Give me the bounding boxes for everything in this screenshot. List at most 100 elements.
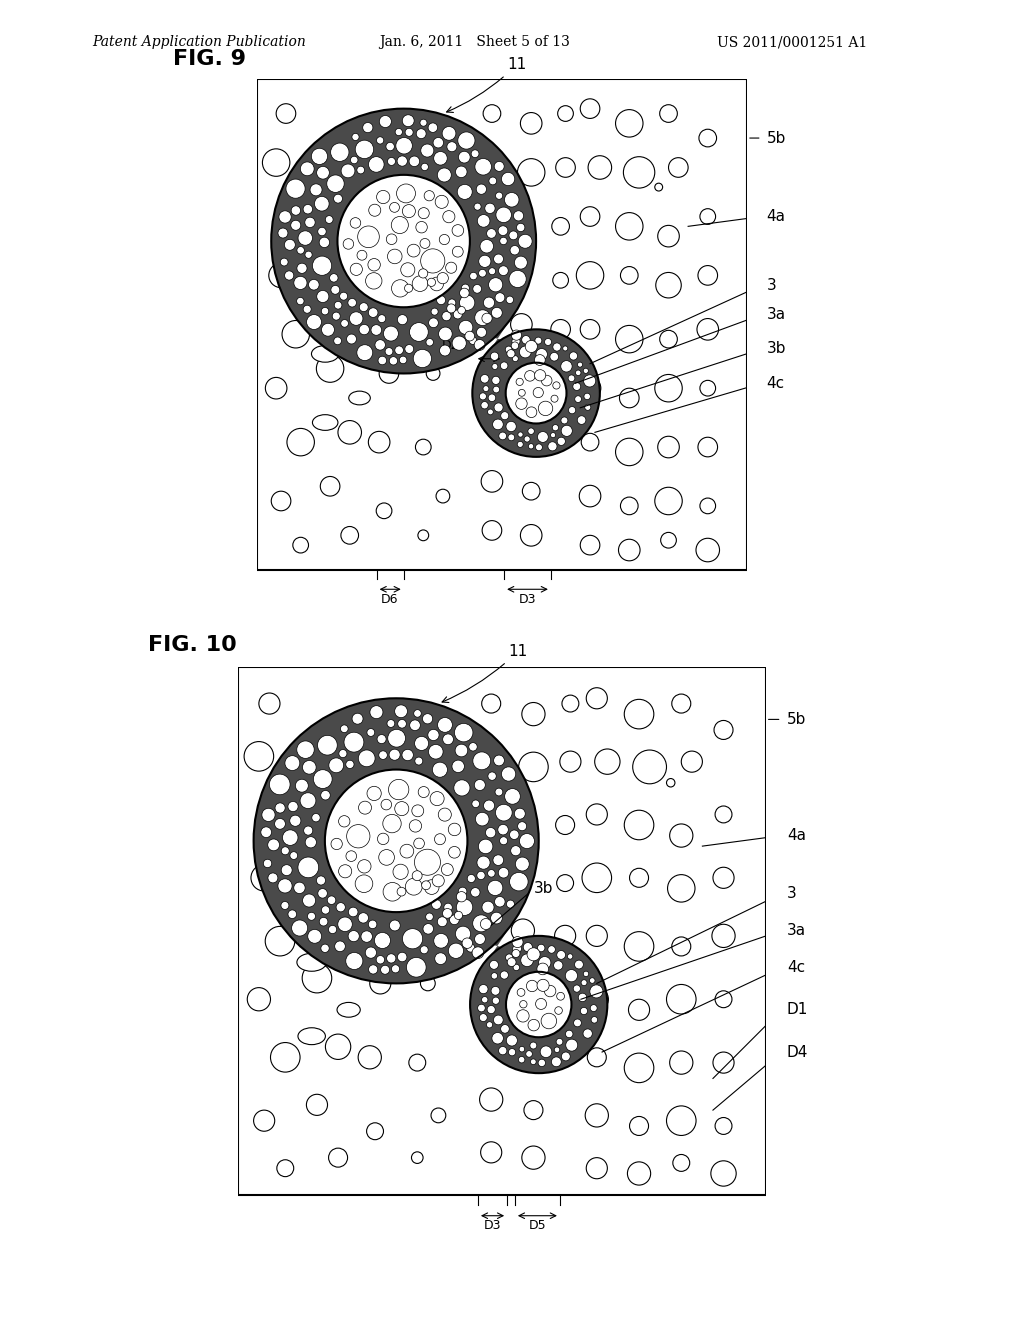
Circle shape <box>529 1041 537 1049</box>
Circle shape <box>511 314 532 335</box>
Circle shape <box>582 863 611 892</box>
Circle shape <box>475 158 492 176</box>
Circle shape <box>499 1047 507 1055</box>
Circle shape <box>283 830 298 845</box>
Circle shape <box>505 193 519 207</box>
Circle shape <box>362 123 373 133</box>
Circle shape <box>583 1028 592 1039</box>
Circle shape <box>429 318 438 327</box>
Circle shape <box>484 203 496 214</box>
Circle shape <box>431 308 438 315</box>
Circle shape <box>551 395 558 403</box>
Circle shape <box>493 418 503 430</box>
Circle shape <box>557 437 565 445</box>
Circle shape <box>388 779 409 800</box>
Circle shape <box>556 157 575 177</box>
Circle shape <box>495 161 504 172</box>
Circle shape <box>573 985 581 993</box>
Circle shape <box>387 719 395 727</box>
Circle shape <box>341 164 355 178</box>
Circle shape <box>535 337 542 345</box>
Circle shape <box>556 969 564 977</box>
Circle shape <box>498 825 508 836</box>
Circle shape <box>518 432 523 437</box>
Circle shape <box>442 127 456 140</box>
Circle shape <box>316 290 329 302</box>
Circle shape <box>427 279 435 286</box>
Circle shape <box>541 1045 552 1057</box>
Circle shape <box>481 157 503 178</box>
Circle shape <box>358 801 372 814</box>
Circle shape <box>486 1022 493 1028</box>
Circle shape <box>615 213 643 240</box>
Circle shape <box>350 156 358 164</box>
Circle shape <box>565 1039 578 1051</box>
Circle shape <box>502 767 516 781</box>
Circle shape <box>561 360 572 372</box>
Circle shape <box>340 292 347 300</box>
Circle shape <box>528 1019 540 1031</box>
Circle shape <box>553 272 568 288</box>
Circle shape <box>552 218 569 235</box>
Text: FIG. 9: FIG. 9 <box>173 49 246 69</box>
Circle shape <box>397 719 407 729</box>
Circle shape <box>430 792 444 805</box>
Circle shape <box>334 194 342 203</box>
Circle shape <box>409 156 420 166</box>
Circle shape <box>446 304 456 313</box>
Circle shape <box>488 393 496 401</box>
Circle shape <box>487 870 496 876</box>
Circle shape <box>476 183 486 194</box>
Circle shape <box>541 1014 557 1028</box>
Circle shape <box>290 201 311 222</box>
Circle shape <box>477 871 485 879</box>
Circle shape <box>507 350 515 358</box>
Circle shape <box>327 176 344 193</box>
Circle shape <box>437 168 452 182</box>
Circle shape <box>563 346 567 351</box>
Circle shape <box>590 985 603 998</box>
Circle shape <box>697 318 719 341</box>
Circle shape <box>340 300 359 319</box>
Circle shape <box>441 863 454 875</box>
Circle shape <box>657 436 679 458</box>
Circle shape <box>379 364 398 383</box>
Circle shape <box>369 965 378 974</box>
Circle shape <box>413 305 424 315</box>
Circle shape <box>391 216 409 234</box>
Circle shape <box>536 348 548 360</box>
Circle shape <box>408 244 420 257</box>
Circle shape <box>421 975 435 991</box>
Circle shape <box>487 1006 496 1014</box>
Circle shape <box>407 957 426 977</box>
Circle shape <box>285 755 300 771</box>
Circle shape <box>633 750 667 784</box>
Circle shape <box>444 131 461 147</box>
Circle shape <box>511 330 521 341</box>
Circle shape <box>525 341 538 352</box>
Circle shape <box>379 751 387 759</box>
Circle shape <box>418 529 429 541</box>
Circle shape <box>357 859 371 873</box>
Circle shape <box>297 263 307 273</box>
Circle shape <box>244 742 273 771</box>
Circle shape <box>479 1088 503 1111</box>
Circle shape <box>625 1053 654 1082</box>
Circle shape <box>513 964 519 970</box>
Circle shape <box>375 932 390 949</box>
Circle shape <box>518 389 525 396</box>
Circle shape <box>654 183 663 191</box>
Circle shape <box>527 948 540 961</box>
Circle shape <box>587 1158 607 1179</box>
Circle shape <box>715 807 732 822</box>
Circle shape <box>435 195 449 209</box>
Circle shape <box>517 158 545 186</box>
Circle shape <box>538 432 548 442</box>
Polygon shape <box>280 286 591 374</box>
Circle shape <box>458 185 472 199</box>
Circle shape <box>415 849 440 875</box>
Circle shape <box>346 953 362 969</box>
Circle shape <box>555 925 575 946</box>
Circle shape <box>542 375 552 385</box>
Circle shape <box>545 985 556 997</box>
